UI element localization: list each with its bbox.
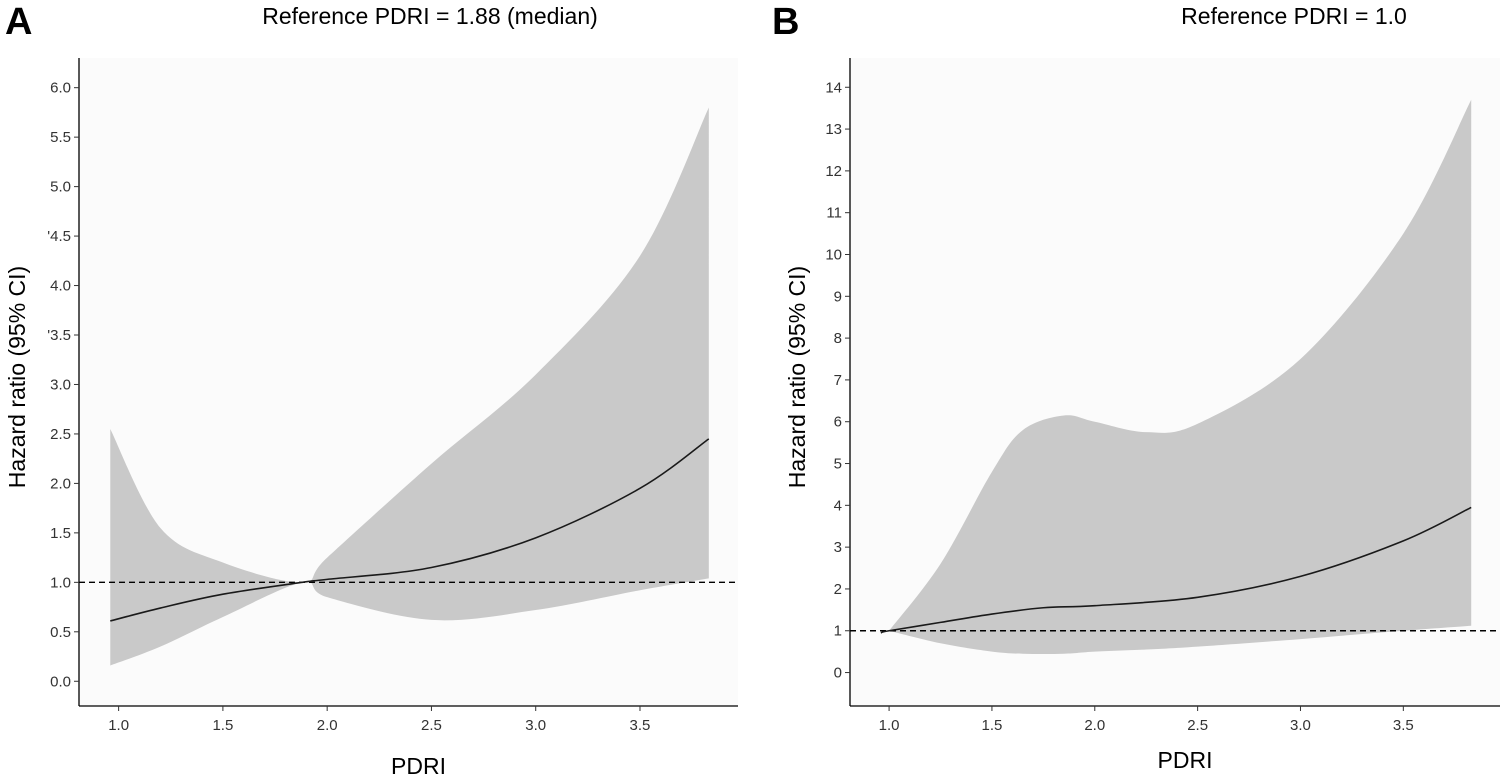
y-tick-label: 0.5 xyxy=(50,624,71,641)
x-tick-label: 3.5 xyxy=(630,717,651,734)
x-tick-label: 1.5 xyxy=(982,717,1003,734)
y-tick-label: 14 xyxy=(825,79,842,96)
y-tick-label: 5.0 xyxy=(50,179,71,196)
x-tick-label: 3.0 xyxy=(525,717,546,734)
panel-letter: B xyxy=(772,1,799,43)
panel-title: Reference PDRI = 1.88 (median) xyxy=(262,3,598,29)
y-tick-label: 4.0 xyxy=(50,278,71,295)
x-tick-label: 2.0 xyxy=(317,717,338,734)
y-tick-label: 7 xyxy=(834,372,842,389)
confidence-band xyxy=(889,99,1472,655)
confidence-band xyxy=(110,107,709,666)
y-axis-title: Hazard ratio (95% CI) xyxy=(784,266,810,488)
y-tick-label: 10 xyxy=(825,246,842,263)
y-tick-label: 12 xyxy=(825,163,842,180)
chart-panel-a: 0.0 0.5 1.0 1.5 2.0 2.5 3.0 '3.5 4.0 '4.5 5.0 5.5 6.… xyxy=(4,1,738,776)
x-axis-title: PDRI xyxy=(1158,747,1213,773)
x-tick-label: 3.5 xyxy=(1393,717,1414,734)
y-tick-label: 9 xyxy=(834,288,842,305)
y-axis-title: Hazard ratio (95% CI) xyxy=(4,266,30,488)
y-tick-label: 0 xyxy=(834,665,842,682)
y-tick-label: 8 xyxy=(834,330,842,347)
y-tick-label: 11 xyxy=(826,205,842,222)
x-axis-title: PDRI xyxy=(391,753,446,776)
hazard-ratio-line xyxy=(880,506,1472,634)
y-tick-label: '3.5 xyxy=(47,327,71,344)
y-tick-label: 3.0 xyxy=(50,376,71,393)
y-tick-label: 0.0 xyxy=(50,673,71,690)
y-tick-label: 1 xyxy=(834,623,842,640)
x-tick-label: 1.0 xyxy=(879,717,900,734)
y-tick-label: 2 xyxy=(834,581,842,598)
y-tick-label: 2.5 xyxy=(50,426,71,443)
x-tick-label: 2.0 xyxy=(1084,717,1105,734)
y-tick-label: 2.0 xyxy=(50,475,71,492)
x-tick-label: 1.5 xyxy=(212,717,233,734)
y-tick-label: 5.5 xyxy=(50,129,71,146)
y-tick-label: 6 xyxy=(834,414,842,431)
hazard-ratio-line xyxy=(110,438,710,622)
y-tick-label: 6.0 xyxy=(50,80,71,97)
y-tick-label: 4 xyxy=(834,497,842,514)
panel-title: Reference PDRI = 1.0 xyxy=(1181,3,1407,29)
y-tick-label: 13 xyxy=(825,121,842,138)
x-tick-label: 1.0 xyxy=(108,717,129,734)
x-tick-label: 3.0 xyxy=(1290,717,1311,734)
y-tick-label: 1.0 xyxy=(50,574,71,591)
panel-letter: A xyxy=(5,1,32,43)
y-tick-label: 3 xyxy=(834,539,842,556)
y-tick-label: 5 xyxy=(834,456,842,473)
x-tick-label: 2.5 xyxy=(421,717,442,734)
y-tick-label: 1.5 xyxy=(50,525,71,542)
y-tick-label: '4.5 xyxy=(47,228,71,245)
x-tick-label: 2.5 xyxy=(1187,717,1208,734)
